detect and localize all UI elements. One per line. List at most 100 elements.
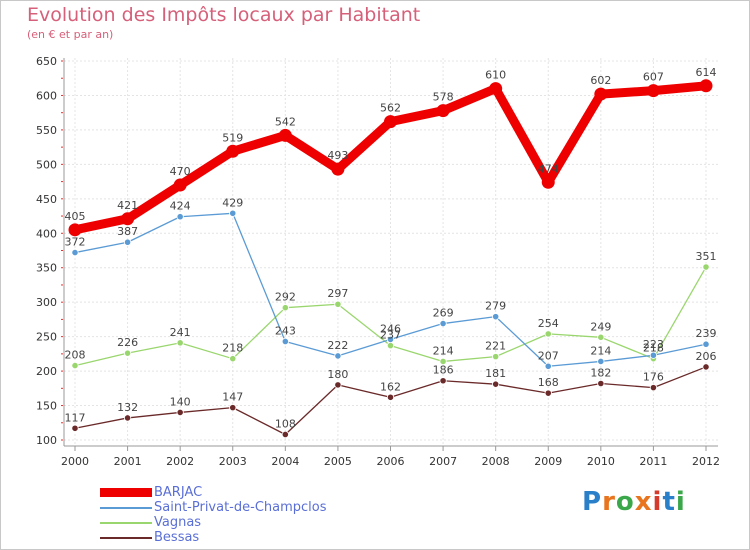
data-label: 562 bbox=[380, 102, 401, 115]
data-point-2 bbox=[544, 330, 552, 338]
data-label: 218 bbox=[643, 342, 664, 355]
legend-swatch-barjac bbox=[100, 488, 152, 497]
chart-subtitle: (en € et par an) bbox=[27, 28, 114, 41]
x-tick-label: 2012 bbox=[692, 455, 720, 468]
data-point-1 bbox=[229, 209, 237, 217]
data-label: 222 bbox=[327, 339, 348, 352]
data-point-3 bbox=[702, 363, 710, 371]
data-label: 239 bbox=[696, 327, 717, 340]
logo-letter: x bbox=[634, 487, 653, 517]
data-label: 387 bbox=[117, 225, 138, 238]
y-tick-label: 400 bbox=[36, 227, 57, 240]
data-point-0 bbox=[384, 115, 397, 129]
chart-title: Evolution des Impôts locaux par Habitant bbox=[27, 4, 421, 26]
y-tick-label: 150 bbox=[36, 400, 57, 413]
y-tick-label: 200 bbox=[36, 365, 57, 378]
legend-swatch-vagnas bbox=[100, 522, 152, 524]
data-label: 405 bbox=[65, 210, 86, 223]
proxiti-logo: Proxiti bbox=[582, 487, 686, 517]
x-tick-label: 2009 bbox=[534, 455, 562, 468]
data-label: 223 bbox=[643, 338, 664, 351]
data-label: 429 bbox=[222, 196, 243, 209]
x-tick-label: 2010 bbox=[587, 455, 615, 468]
data-point-1 bbox=[281, 337, 289, 346]
data-point-2 bbox=[702, 263, 710, 271]
logo-letter: i bbox=[652, 487, 663, 517]
data-label: 292 bbox=[275, 291, 296, 304]
data-point-3 bbox=[176, 408, 184, 417]
data-point-0 bbox=[121, 212, 135, 226]
data-label: 578 bbox=[433, 91, 454, 104]
data-label: 493 bbox=[327, 149, 348, 162]
data-point-2 bbox=[492, 353, 500, 361]
logo-letter: P bbox=[582, 487, 603, 517]
data-point-0 bbox=[331, 162, 345, 176]
data-label: 246 bbox=[380, 322, 401, 335]
data-point-0 bbox=[226, 144, 240, 158]
data-label: 614 bbox=[696, 66, 717, 79]
data-label: 519 bbox=[222, 131, 243, 144]
data-point-2 bbox=[334, 300, 342, 308]
data-label: 421 bbox=[117, 199, 138, 212]
y-tick-label: 250 bbox=[36, 331, 57, 344]
data-label: 610 bbox=[485, 69, 506, 82]
x-tick-label: 2002 bbox=[166, 455, 194, 468]
data-point-0 bbox=[489, 82, 503, 96]
data-label: 607 bbox=[643, 71, 664, 84]
data-label: 214 bbox=[590, 344, 611, 357]
data-point-1 bbox=[649, 351, 658, 359]
data-point-1 bbox=[386, 335, 395, 343]
data-point-2 bbox=[386, 341, 395, 350]
data-point-1 bbox=[439, 319, 447, 328]
logo-letter: i bbox=[675, 487, 686, 517]
data-label: 140 bbox=[170, 395, 191, 408]
x-tick-label: 2007 bbox=[429, 455, 457, 468]
y-tick-label: 450 bbox=[36, 193, 57, 206]
data-label: 208 bbox=[65, 349, 86, 362]
data-point-2 bbox=[71, 361, 79, 370]
data-point-0 bbox=[278, 128, 292, 142]
x-tick-label: 2004 bbox=[271, 455, 299, 468]
data-point-0 bbox=[436, 104, 450, 118]
data-label: 474 bbox=[538, 162, 559, 175]
y-tick-label: 650 bbox=[36, 55, 57, 68]
data-label: 243 bbox=[275, 324, 296, 337]
data-point-3 bbox=[229, 404, 237, 412]
data-label: 542 bbox=[275, 115, 296, 128]
y-tick-label: 100 bbox=[36, 434, 57, 447]
data-point-0 bbox=[68, 223, 82, 237]
data-label: 372 bbox=[65, 236, 86, 249]
data-label: 182 bbox=[590, 366, 611, 379]
data-point-2 bbox=[123, 349, 132, 357]
data-label: 214 bbox=[433, 344, 454, 357]
data-point-1 bbox=[176, 213, 184, 221]
data-point-3 bbox=[439, 377, 447, 385]
data-point-3 bbox=[544, 389, 552, 397]
data-label: 117 bbox=[65, 411, 86, 424]
data-label: 237 bbox=[380, 329, 401, 342]
data-label: 297 bbox=[327, 287, 348, 300]
x-tick-label: 2008 bbox=[482, 455, 510, 468]
x-tick-label: 2003 bbox=[219, 455, 247, 468]
x-tick-label: 2005 bbox=[324, 455, 352, 468]
legend-swatch-bessas bbox=[100, 537, 152, 539]
data-point-3 bbox=[71, 424, 79, 432]
data-label: 147 bbox=[222, 391, 243, 404]
data-point-3 bbox=[386, 393, 395, 401]
y-tick-label: 550 bbox=[36, 124, 57, 137]
data-point-0 bbox=[646, 84, 660, 98]
data-label: 206 bbox=[696, 350, 717, 363]
data-label: 108 bbox=[275, 417, 296, 430]
data-point-0 bbox=[699, 79, 713, 93]
data-label: 168 bbox=[538, 376, 559, 389]
data-label: 181 bbox=[485, 367, 506, 380]
y-tick-label: 350 bbox=[36, 262, 57, 275]
x-tick-label: 2001 bbox=[114, 455, 142, 468]
legend-label-saint-privat: Saint-Privat-de-Champclos bbox=[154, 500, 327, 515]
data-point-1 bbox=[334, 352, 342, 360]
data-point-1 bbox=[597, 357, 605, 366]
data-point-0 bbox=[594, 87, 608, 101]
data-point-2 bbox=[597, 333, 605, 341]
y-tick-label: 500 bbox=[36, 158, 57, 171]
